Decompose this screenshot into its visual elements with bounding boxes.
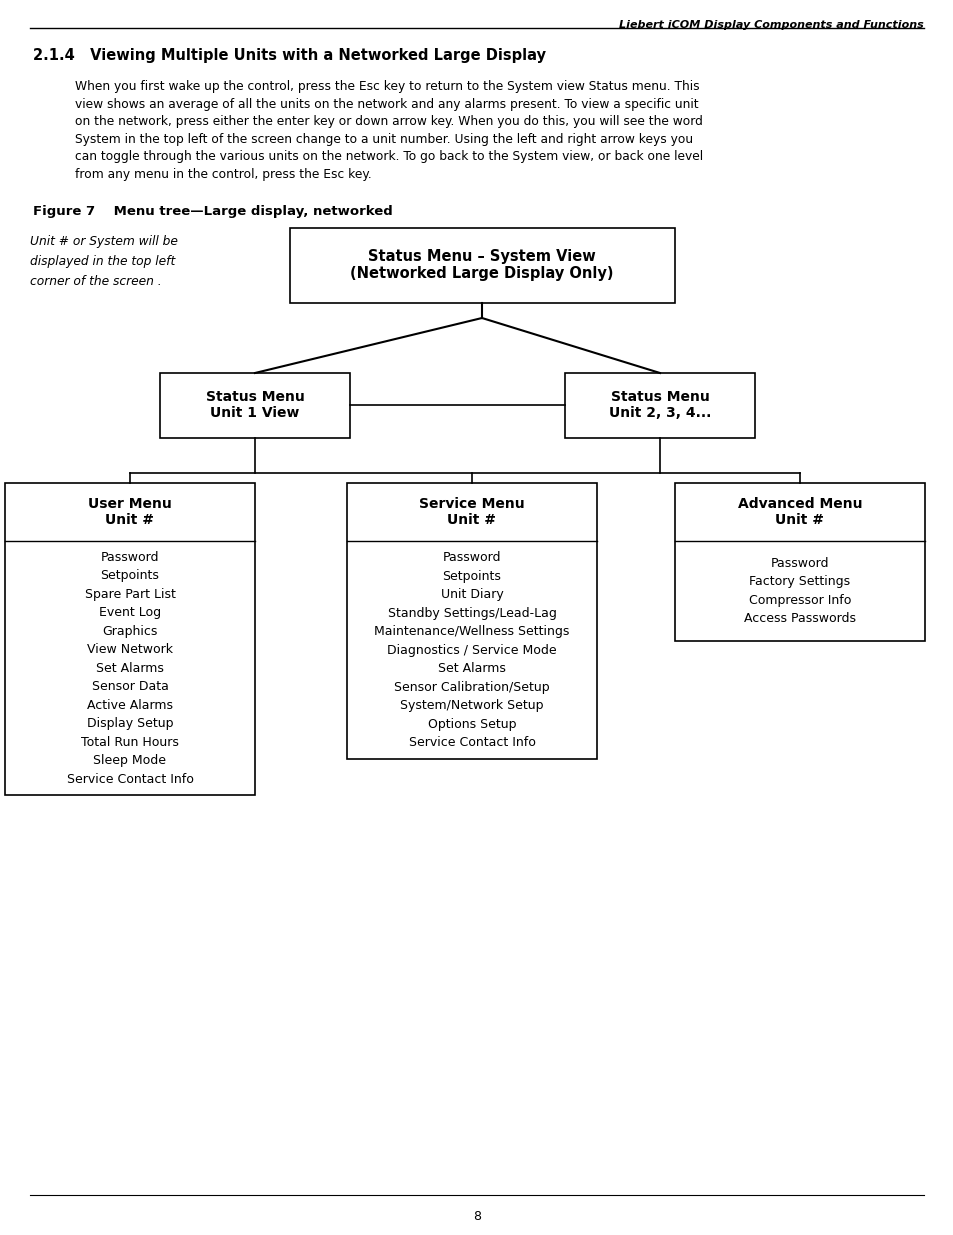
Text: displayed in the top left: displayed in the top left: [30, 254, 175, 268]
Text: Advanced Menu
Unit #: Advanced Menu Unit #: [737, 496, 862, 527]
Text: Password
Setpoints
Unit Diary
Standby Settings/Lead-Lag
Maintenance/Wellness Set: Password Setpoints Unit Diary Standby Se…: [374, 551, 569, 748]
Text: can toggle through the various units on the network. To go back to the System vi: can toggle through the various units on …: [75, 149, 702, 163]
Text: When you first wake up the control, press the Esc key to return to the System vi: When you first wake up the control, pres…: [75, 80, 699, 93]
Text: from any menu in the control, press the Esc key.: from any menu in the control, press the …: [75, 168, 372, 180]
Bar: [290, 228, 675, 303]
Bar: [5, 483, 254, 795]
Text: on the network, press either the enter key or down arrow key. When you do this, : on the network, press either the enter k…: [75, 115, 702, 128]
Text: Status Menu
Unit 1 View: Status Menu Unit 1 View: [206, 390, 304, 420]
Text: Password
Factory Settings
Compressor Info
Access Passwords: Password Factory Settings Compressor Inf…: [743, 557, 855, 625]
Bar: [160, 373, 350, 438]
Text: Status Menu
Unit 2, 3, 4...: Status Menu Unit 2, 3, 4...: [608, 390, 710, 420]
Text: Unit # or System will be: Unit # or System will be: [30, 235, 177, 248]
Bar: [347, 483, 597, 760]
Text: Status Menu – System View
(Networked Large Display Only): Status Menu – System View (Networked Lar…: [350, 248, 613, 282]
Text: corner of the screen .: corner of the screen .: [30, 275, 161, 288]
Text: view shows an average of all the units on the network and any alarms present. To: view shows an average of all the units o…: [75, 98, 698, 110]
Bar: [675, 483, 924, 641]
Text: 2.1.4   Viewing Multiple Units with a Networked Large Display: 2.1.4 Viewing Multiple Units with a Netw…: [33, 48, 545, 63]
Text: System in the top left of the screen change to a unit number. Using the left and: System in the top left of the screen cha…: [75, 132, 693, 146]
Text: 8: 8: [473, 1210, 480, 1223]
Text: Service Menu
Unit #: Service Menu Unit #: [418, 496, 524, 527]
Text: Figure 7    Menu tree—Large display, networked: Figure 7 Menu tree—Large display, networ…: [33, 205, 393, 219]
Text: Password
Setpoints
Spare Part List
Event Log
Graphics
View Network
Set Alarms
Se: Password Setpoints Spare Part List Event…: [67, 551, 193, 785]
Bar: [564, 373, 754, 438]
Text: Liebert iCOM Display Components and Functions: Liebert iCOM Display Components and Func…: [618, 20, 923, 30]
Text: User Menu
Unit #: User Menu Unit #: [88, 496, 172, 527]
